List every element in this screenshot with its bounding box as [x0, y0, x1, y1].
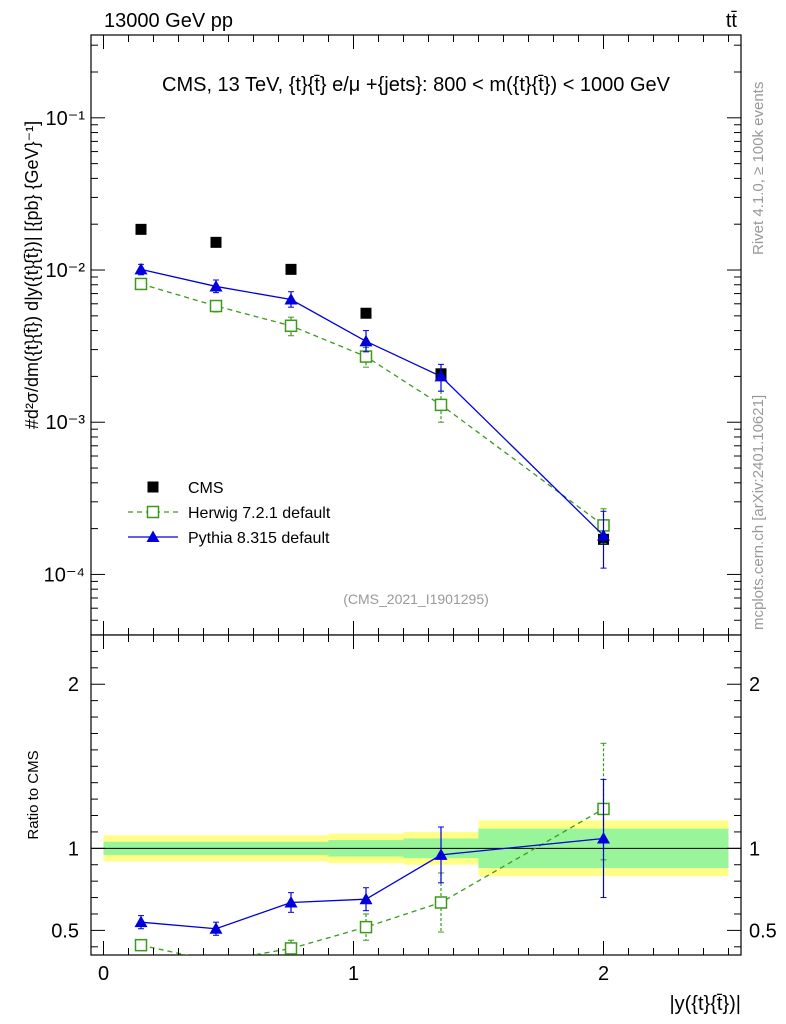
- ratio-line: [140, 808, 604, 955]
- rivet-label: Rivet 4.1.0, ≥ 100k events: [750, 82, 767, 255]
- ratio-y-tick-label-right: 0.5: [749, 920, 777, 942]
- plot-title: CMS, 13 TeV, {t}{t̄} e/μ +{jets}: 800 < …: [162, 74, 671, 96]
- ratio-panel-frame: [90, 634, 742, 956]
- ratio-panel-axes: 0.5 0.5 1 1 2 2 0 1 2: [51, 634, 777, 985]
- legend-entry: Pythia 8.315 default: [128, 530, 330, 547]
- ratio-point: [134, 915, 148, 928]
- series-line: [140, 283, 604, 526]
- ratio-y-tick-label: 0.5: [51, 920, 79, 942]
- legend-marker: [146, 505, 160, 519]
- series-point: [209, 279, 223, 292]
- ratio-point: [284, 895, 298, 908]
- x-tick-label: 0: [98, 963, 109, 985]
- series-line: [140, 268, 604, 537]
- energy-label: 13000 GeV pp: [104, 10, 233, 32]
- ratio-y-tick-label: 2: [68, 674, 79, 696]
- ratio-point: [211, 956, 222, 967]
- ratio-point: [359, 892, 373, 905]
- ratio-point: [359, 920, 373, 934]
- cms-data-point: [360, 307, 372, 319]
- ratio-point: [597, 831, 610, 844]
- ratio-y-tick-label-right: 2: [749, 674, 760, 696]
- legend: CMS Herwig 7.2.1 default Pythia 8.315 defa…: [128, 480, 331, 547]
- main-panel-axes: 10⁻⁴ 10⁻³ 10⁻² 10⁻¹: [44, 35, 741, 636]
- x-tick-label: 1: [348, 963, 359, 985]
- legend-label: Pythia 8.315 default: [188, 530, 330, 547]
- ratio-series-group: [134, 742, 610, 967]
- series-point: [284, 319, 298, 333]
- series-pythia: [134, 262, 610, 569]
- legend-label: CMS: [188, 480, 224, 497]
- y-tick-label: 10⁻¹: [46, 108, 86, 130]
- x-axis-label: |y({t}{t̄})|: [669, 993, 741, 1015]
- y-tick-label: 10⁻⁴: [44, 564, 85, 586]
- series-point: [597, 529, 610, 541]
- main-panel-frame: [90, 34, 742, 636]
- ratio-point: [284, 942, 298, 955]
- cms-data-point: [210, 236, 222, 248]
- cms-data-point: [285, 263, 297, 275]
- series-point: [134, 262, 148, 275]
- ratio-y-tick-label-right: 1: [749, 838, 760, 860]
- ratio-point: [134, 938, 148, 952]
- main-panel: 10⁻⁴ 10⁻³ 10⁻² 10⁻¹ CMS, 13 TeV, {t}{t̄} e/…: [22, 34, 742, 636]
- ratio-pythia: [134, 778, 610, 936]
- mcplots-label: mcplots.cern.ch [arXiv:2401.10621]: [750, 395, 767, 630]
- series-point: [284, 293, 298, 305]
- ratio-y-axis-label: Ratio to CMS: [25, 750, 42, 839]
- legend-marker: [147, 481, 159, 493]
- legend-entry: Herwig 7.2.1 default: [128, 505, 331, 522]
- series-point: [434, 369, 448, 382]
- series-point: [434, 398, 448, 412]
- process-label: tt̄: [726, 10, 738, 32]
- cms-data-point: [135, 223, 147, 235]
- ratio-y-tick-label: 1: [68, 838, 79, 860]
- series-point: [134, 277, 148, 291]
- y-tick-label: 10⁻³: [46, 412, 86, 434]
- ratio-panel: 0.5 0.5 1 1 2 2 0 1 2 Ratio to CMS |y({t}{t̄})|: [25, 634, 777, 1015]
- x-tick-label: 2: [598, 963, 609, 985]
- y-tick-label: 10⁻²: [46, 260, 86, 282]
- ratio-point: [434, 896, 448, 909]
- y-axis-label: #d²σ/dm({t}{t̄}) d|y({t}{t̄})| [{pb} {Ge…: [22, 121, 42, 429]
- legend-marker: [146, 530, 160, 542]
- series-point: [359, 350, 373, 363]
- ratio-line: [140, 837, 604, 930]
- ratio-point: [434, 848, 448, 860]
- ratio-series: [134, 742, 610, 967]
- main-panel-series: [134, 223, 610, 569]
- analysis-watermark: (CMS_2021_I1901295): [343, 591, 489, 607]
- legend-entry: CMS: [147, 480, 224, 497]
- legend-label: Herwig 7.2.1 default: [188, 505, 331, 522]
- series-point: [359, 334, 373, 347]
- series-point: [209, 299, 223, 313]
- ratio-point: [209, 922, 223, 934]
